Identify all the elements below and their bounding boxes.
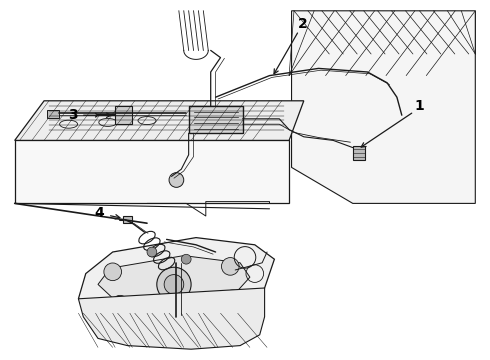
Circle shape [157, 267, 191, 302]
Bar [115, 106, 132, 124]
Bar [122, 216, 132, 223]
Polygon shape [98, 256, 250, 302]
Bar [47, 110, 59, 118]
Polygon shape [78, 288, 265, 349]
Text: 2: 2 [298, 18, 308, 31]
Text: 3: 3 [68, 108, 77, 122]
Bar [189, 106, 243, 133]
Text: 4: 4 [94, 207, 104, 220]
Polygon shape [15, 140, 289, 203]
Polygon shape [292, 11, 475, 203]
Circle shape [224, 290, 242, 307]
Circle shape [221, 258, 239, 275]
Polygon shape [15, 101, 304, 140]
Polygon shape [78, 238, 274, 317]
Text: 1: 1 [414, 99, 424, 113]
Circle shape [169, 173, 184, 187]
Circle shape [164, 275, 184, 294]
Circle shape [111, 295, 129, 313]
Bar [353, 146, 365, 160]
Circle shape [104, 263, 122, 281]
Circle shape [181, 254, 191, 264]
Circle shape [147, 247, 157, 257]
